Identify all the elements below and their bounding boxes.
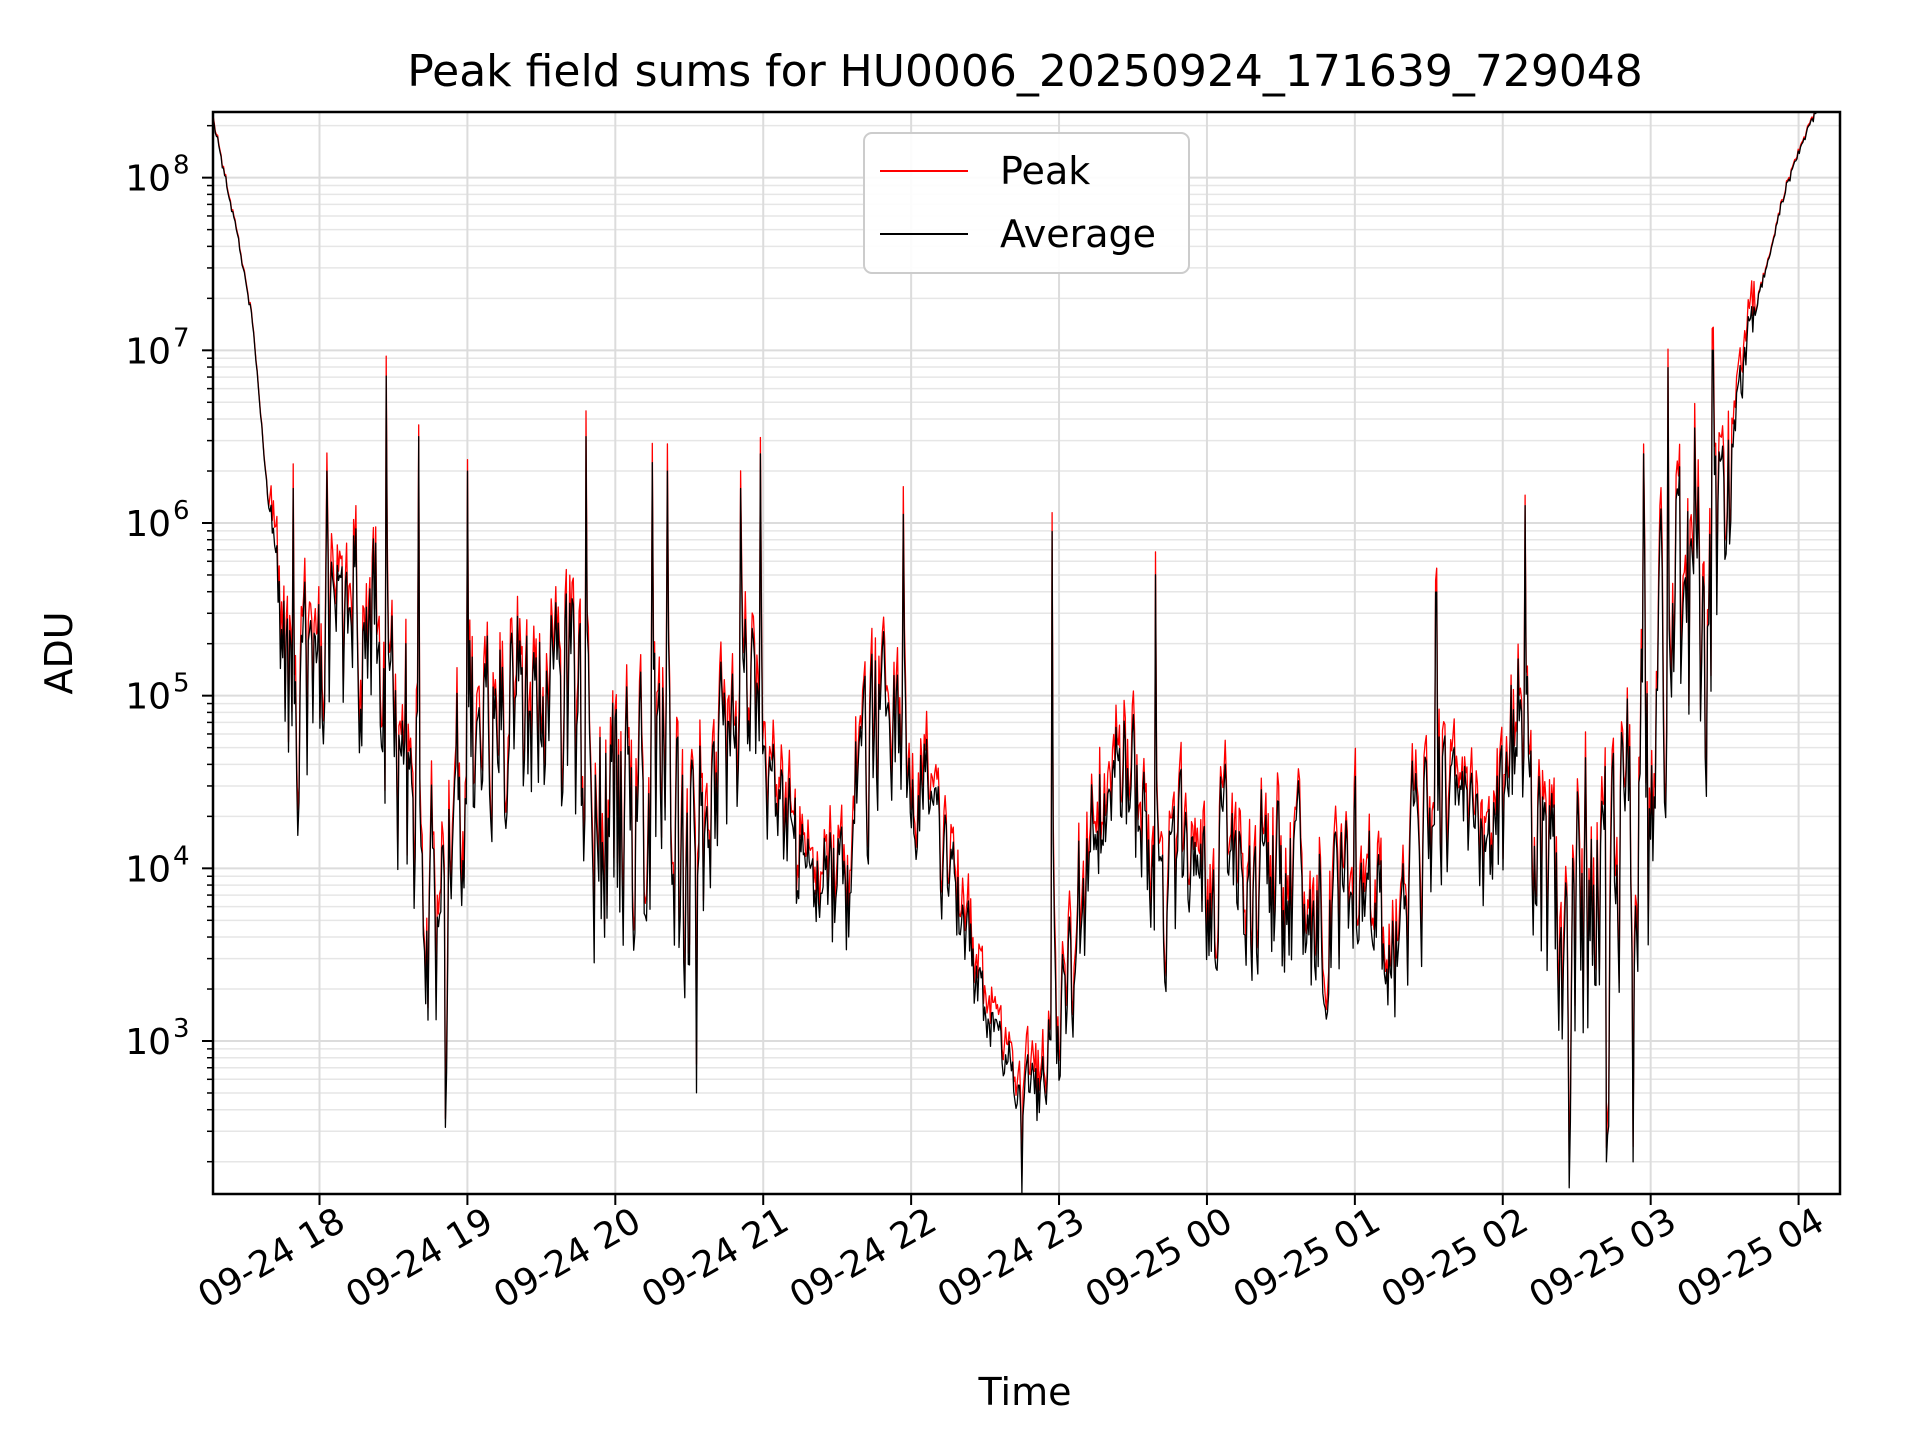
y-tick-exponent: 8 [173, 151, 190, 181]
y-tick-exponent: 7 [173, 323, 190, 353]
y-tick-label: 10 [125, 1022, 171, 1063]
y-tick-label: 10 [125, 331, 171, 372]
plot-frame [211, 110, 1842, 1196]
y-tick-label: 10 [125, 677, 171, 718]
y-axis-label: ADU [37, 611, 81, 694]
series-average-line [213, 112, 1821, 1194]
legend: Peak Average [863, 132, 1190, 274]
legend-box [863, 132, 1190, 274]
y-tick-label: 10 [125, 504, 171, 545]
chart-title: Peak field sums for HU0006_20250924_1716… [407, 46, 1643, 97]
y-tick-exponent: 3 [173, 1014, 190, 1044]
y-tick-label: 10 [125, 849, 171, 890]
legend-peak-label: Peak [1000, 149, 1090, 193]
x-axis-label: Time [978, 1370, 1072, 1414]
legend-average-label: Average [1000, 212, 1156, 256]
grid [213, 112, 1840, 1194]
y-tick-label: 10 [125, 159, 171, 200]
y-tick-exponent: 6 [173, 496, 190, 526]
series-layer [213, 112, 1821, 1194]
y-tick-exponent: 5 [173, 669, 190, 699]
y-tick-exponent: 4 [173, 841, 190, 871]
